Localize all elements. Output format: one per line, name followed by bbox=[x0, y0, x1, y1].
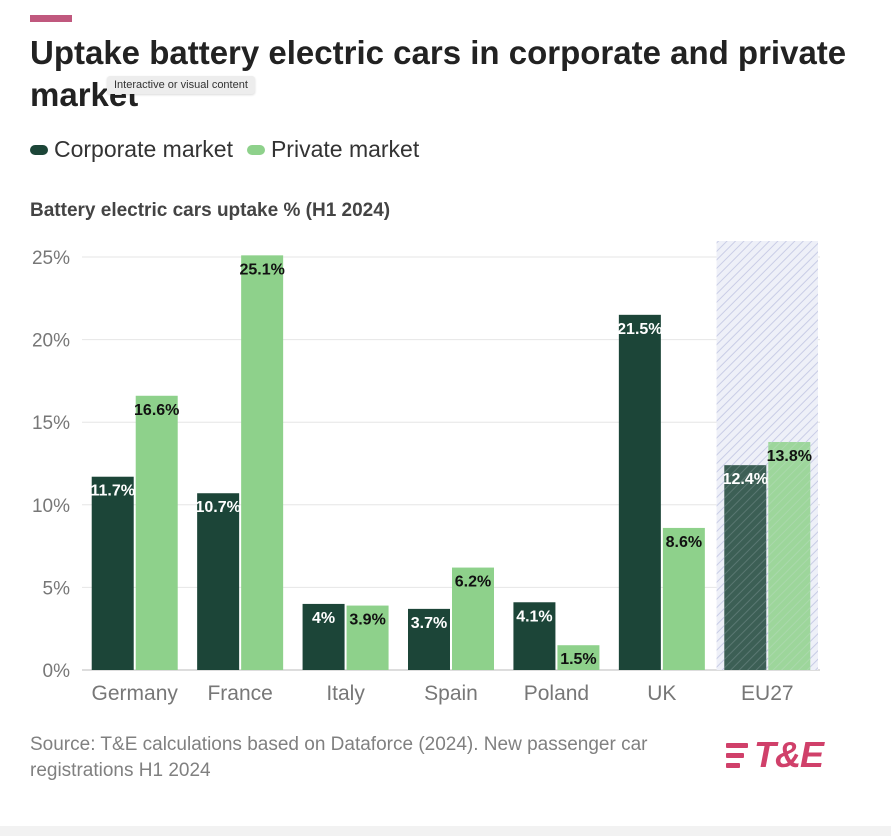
data-label: 4.1% bbox=[516, 608, 552, 625]
bar-corporate[interactable] bbox=[91, 476, 134, 670]
y-tick-label: 15% bbox=[32, 413, 70, 434]
te-logo: T&E bbox=[726, 734, 824, 776]
data-label: 8.6% bbox=[666, 534, 702, 551]
tooltip: Interactive or visual content bbox=[107, 76, 255, 94]
data-label: 25.1% bbox=[239, 261, 284, 278]
bar-corporate[interactable] bbox=[197, 493, 240, 670]
bottom-strip bbox=[0, 826, 891, 836]
bar-corporate[interactable] bbox=[513, 602, 556, 670]
bar-corporate[interactable] bbox=[302, 603, 345, 670]
x-tick-label: UK bbox=[647, 682, 676, 705]
accent-bar bbox=[30, 15, 72, 22]
data-label: 1.5% bbox=[560, 651, 596, 668]
x-tick-label: Spain bbox=[424, 682, 478, 705]
bar-hatch-overlay bbox=[724, 465, 767, 670]
x-tick-label: France bbox=[207, 682, 272, 705]
data-label: 16.6% bbox=[134, 402, 179, 419]
logo-mark-icon bbox=[726, 742, 748, 768]
legend-label-corporate: Corporate market bbox=[54, 136, 233, 162]
source-note: Source: T&E calculations based on Datafo… bbox=[30, 734, 648, 781]
legend: Corporate market Private market bbox=[30, 136, 419, 163]
bar-private[interactable] bbox=[346, 605, 389, 670]
y-tick-label: 5% bbox=[43, 578, 71, 599]
data-label: 21.5% bbox=[617, 321, 662, 338]
x-tick-label: EU27 bbox=[741, 682, 794, 705]
legend-swatch-corporate bbox=[30, 144, 48, 155]
y-tick-label: 25% bbox=[32, 248, 70, 269]
logo-text: T&E bbox=[754, 734, 824, 775]
y-tick-label: 0% bbox=[43, 661, 71, 682]
bar-hatch-overlay bbox=[768, 442, 811, 670]
legend-item-private[interactable]: Private market bbox=[246, 136, 420, 163]
x-tick-label: Poland bbox=[524, 682, 589, 705]
chart-subtitle: Battery electric cars uptake % (H1 2024) bbox=[30, 200, 391, 221]
x-tick-label: Germany bbox=[92, 682, 179, 705]
x-tick-label: Italy bbox=[326, 682, 365, 705]
bar-private[interactable] bbox=[662, 527, 705, 670]
y-tick-label: 10% bbox=[32, 496, 70, 517]
legend-item-corporate[interactable]: Corporate market bbox=[30, 136, 233, 163]
data-label: 6.2% bbox=[455, 574, 491, 591]
bar-private[interactable] bbox=[135, 395, 178, 670]
data-label: 13.8% bbox=[767, 448, 812, 465]
data-label: 3.7% bbox=[411, 615, 447, 632]
data-label: 12.4% bbox=[723, 471, 768, 488]
bar-corporate[interactable] bbox=[618, 314, 661, 670]
legend-swatch-private bbox=[246, 144, 265, 155]
data-label: 3.9% bbox=[349, 612, 385, 629]
bar-private[interactable] bbox=[557, 645, 600, 670]
bar-corporate[interactable] bbox=[408, 608, 450, 670]
data-label: 10.7% bbox=[195, 499, 240, 516]
bar-private[interactable] bbox=[241, 255, 284, 670]
data-label: 11.7% bbox=[90, 483, 134, 500]
bar-private[interactable] bbox=[452, 567, 494, 670]
y-tick-label: 20% bbox=[32, 331, 70, 352]
legend-label-private: Private market bbox=[270, 136, 420, 162]
data-label: 4% bbox=[312, 610, 335, 627]
